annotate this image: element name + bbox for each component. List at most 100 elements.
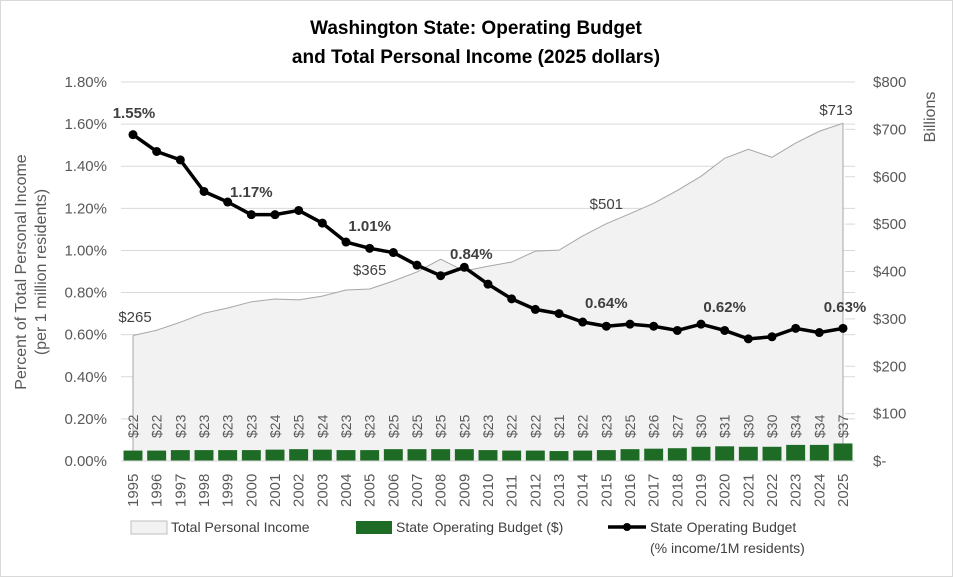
right-axis-tick: $-: [873, 453, 886, 470]
budget-bar-label: $23: [362, 414, 378, 438]
left-axis-tick: 1.80%: [64, 74, 107, 91]
budget-bar: [691, 446, 711, 461]
budget-bar-label: $25: [456, 414, 472, 438]
budget-pct-marker: [175, 155, 185, 165]
budget-pct-marker: [696, 319, 706, 329]
budget-bar-label: $25: [409, 414, 425, 438]
budget-pct-marker: [294, 205, 304, 215]
x-axis-tick: 2025: [835, 474, 852, 507]
budget-bar-label: $31: [717, 414, 733, 438]
left-axis-title-line-2: (per 1 million residents): [33, 189, 50, 355]
budget-pct-marker: [791, 323, 801, 333]
right-axis-tick: $500: [873, 216, 906, 233]
legend-swatch-budget-bar: [356, 521, 392, 534]
budget-bar: [667, 448, 687, 461]
budget-bar: [454, 449, 474, 461]
right-axis-tick: $700: [873, 121, 906, 138]
budget-bar: [289, 449, 309, 461]
left-axis-title-line-1: Percent of Total Personal Income: [13, 154, 30, 389]
budget-bar: [407, 449, 427, 461]
right-axis-tick: $200: [873, 358, 906, 375]
right-axis-tick: $400: [873, 264, 906, 281]
legend-label-budget-line: State Operating Budget: [650, 519, 796, 535]
income-area: [132, 122, 844, 461]
right-axis-tick: $100: [873, 406, 906, 423]
pct-data-label: 1.17%: [230, 184, 273, 201]
x-axis-tick: 2008: [433, 474, 450, 507]
income-data-label: $501: [590, 196, 623, 213]
budget-bar-label: $23: [172, 414, 188, 438]
budget-bar-label: $22: [575, 414, 591, 438]
x-axis-tick: 2013: [551, 474, 568, 507]
budget-bar: [502, 450, 522, 461]
budget-bar-label: $25: [385, 414, 401, 438]
budget-bar: [833, 443, 853, 461]
budget-pct-marker: [223, 197, 233, 207]
budget-bar-label: $30: [693, 414, 709, 438]
budget-bar-label: $23: [220, 414, 236, 438]
budget-pct-marker: [412, 260, 422, 270]
budget-bar: [336, 450, 356, 461]
left-axis-tick: 0.40%: [64, 369, 107, 386]
budget-pct-marker: [720, 325, 730, 335]
budget-bar: [809, 444, 829, 461]
budget-bar-label: $22: [527, 414, 543, 438]
budget-bar: [525, 450, 545, 461]
x-axis-tick: 2022: [764, 474, 781, 507]
budget-bar: [265, 449, 285, 461]
budget-bar: [123, 450, 143, 461]
budget-bar: [644, 448, 664, 461]
income-area-outline: [132, 122, 844, 336]
budget-pct-marker: [530, 304, 540, 314]
budget-pct-marker: [128, 130, 138, 140]
budget-pct-marker: [199, 186, 209, 196]
pct-data-label: 1.01%: [348, 218, 391, 235]
pct-data-label: 1.55%: [113, 105, 156, 122]
x-axis-tick: 2001: [267, 474, 284, 507]
pct-data-label: 0.62%: [703, 299, 746, 316]
budget-pct-marker: [578, 317, 588, 327]
budget-bar-label: $34: [788, 414, 804, 438]
data-labels: 1.55% 1.17% 1.01% 0.84% 0.64% 0.62% 0.63% $265 $…: [113, 102, 867, 326]
income-area-fill: [133, 123, 843, 461]
x-axis-tick: 2019: [693, 474, 710, 507]
budget-bar-label: $25: [291, 414, 307, 438]
budget-bar: [478, 450, 498, 461]
budget-pct-marker: [436, 271, 446, 281]
budget-bar: [431, 449, 451, 461]
budget-bar-label: $23: [598, 414, 614, 438]
budget-bar-label: $25: [622, 414, 638, 438]
budget-bar: [738, 446, 758, 461]
budget-bar-label: $23: [243, 414, 259, 438]
budget-pct-marker: [625, 319, 635, 329]
budget-bars: [123, 443, 853, 461]
budget-bar: [715, 446, 735, 461]
x-axis-tick: 2023: [788, 474, 805, 507]
x-axis-tick: 2011: [504, 475, 521, 507]
budget-pct-marker: [483, 279, 493, 289]
x-axis-tick: 2012: [527, 474, 544, 507]
budget-bar-labels: $22 $22 $23 $23 $23 $23 $24 $25 $24 $23 $23 $25 $25 $…: [125, 414, 851, 438]
x-axis-tick: 2000: [243, 474, 260, 507]
budget-bar: [312, 449, 332, 461]
x-axis-tick: 1996: [149, 474, 166, 507]
budget-bar-label: $23: [338, 414, 354, 438]
x-axis-tick: 2018: [669, 474, 686, 507]
left-axis-tick: 0.00%: [64, 453, 107, 470]
budget-bar: [620, 449, 640, 461]
left-axis-tick: 0.80%: [64, 285, 107, 302]
x-axis-tick: 2007: [409, 474, 426, 507]
left-axis-tick: 1.40%: [64, 158, 107, 175]
x-axis-tick: 2024: [811, 474, 828, 507]
budget-bar: [147, 450, 167, 461]
x-axis-tick: 1997: [172, 474, 189, 507]
budget-bar: [596, 450, 616, 461]
budget-pct-marker: [814, 328, 824, 338]
chart-title-line-2: and Total Personal Income (2025 dollars): [292, 47, 660, 68]
budget-pct-marker: [743, 334, 753, 344]
budget-bar: [360, 450, 380, 461]
budget-bar: [786, 444, 806, 461]
pct-data-label: 0.64%: [585, 295, 628, 312]
budget-pct-marker: [649, 321, 659, 331]
